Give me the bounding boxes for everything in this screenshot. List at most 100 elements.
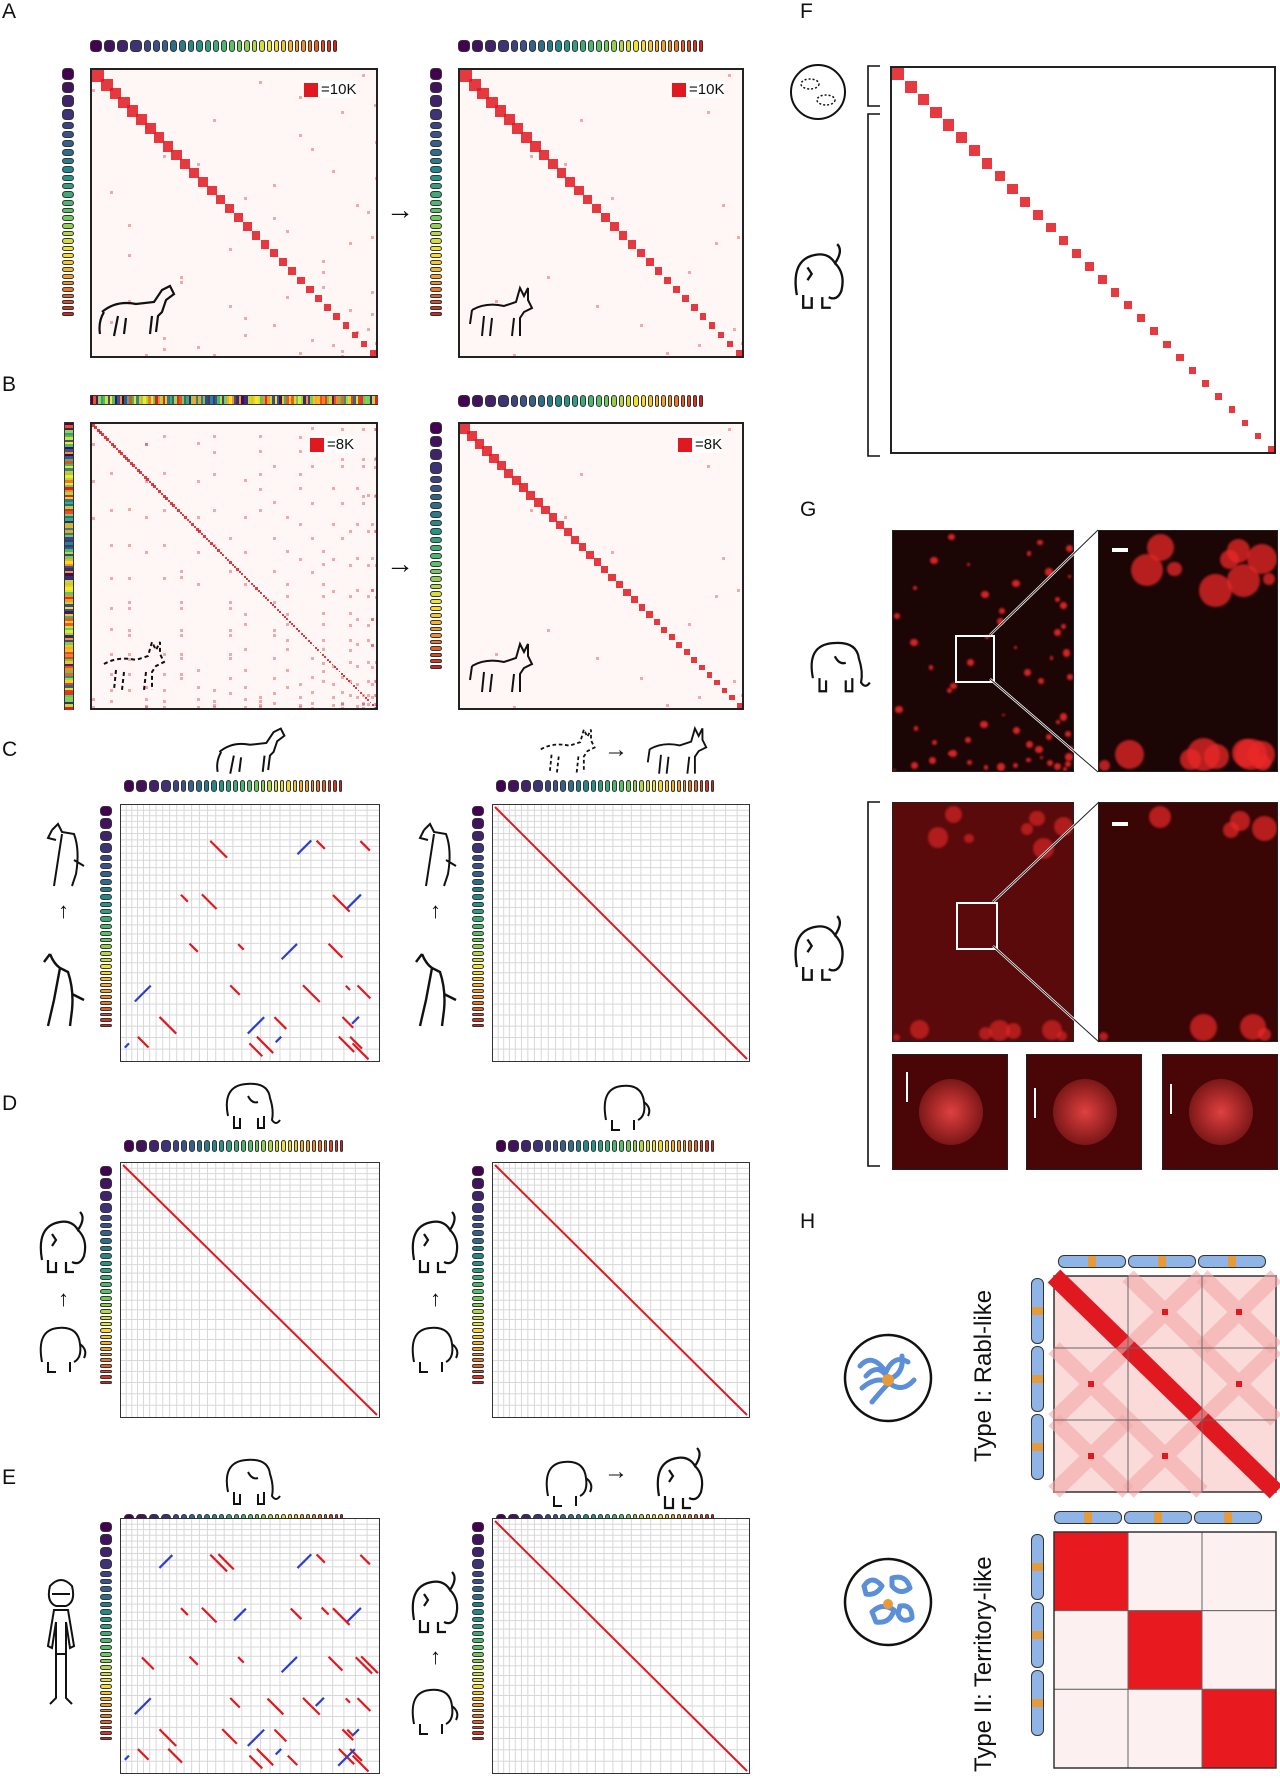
- synteny-block: [201, 1606, 218, 1624]
- chromosome-segment: [100, 1651, 112, 1657]
- scaffold-stripe: [65, 470, 73, 474]
- scaffold-stripe: [341, 396, 345, 404]
- chromosome-segment: [590, 780, 596, 792]
- fluorescent-cell: [1061, 624, 1067, 630]
- scaffold-stripe: [205, 396, 209, 404]
- contact-block: [676, 641, 683, 648]
- scaffold-stripe: [65, 582, 73, 586]
- contact-noise: [373, 103, 376, 107]
- chromosome-segment: [100, 863, 112, 870]
- synteny-block: [124, 1042, 130, 1049]
- contact-noise: [367, 638, 371, 642]
- contact-noise: [273, 691, 277, 695]
- scaffold-stripe: [65, 446, 73, 451]
- contact-noise: [698, 696, 702, 700]
- synteny-block: [237, 1656, 245, 1664]
- micrograph-nucleus-3: [1162, 1054, 1278, 1170]
- chromosome-segment: [430, 536, 442, 543]
- chromosome-segment: [693, 40, 698, 52]
- scaffold-stripe: [198, 396, 202, 404]
- scaffold-stripe: [65, 587, 73, 591]
- scaffold-stripe: [231, 396, 235, 404]
- contact-block: [269, 601, 272, 604]
- contact-noise: [331, 487, 335, 491]
- chromosome-segment: [680, 395, 686, 407]
- chromosome-segment: [472, 923, 484, 929]
- chromosome-segment: [62, 68, 74, 80]
- contact-noise: [733, 327, 737, 331]
- contact-noise: [244, 623, 248, 627]
- chromosome-segment: [555, 40, 562, 52]
- scaffold-stripe: [65, 611, 73, 615]
- contact-noise: [109, 672, 113, 676]
- contact-noise: [370, 643, 374, 647]
- chromosome-segment: [100, 1684, 112, 1689]
- contact-block: [291, 623, 294, 626]
- contact-noise: [707, 111, 711, 115]
- contact-block: [181, 513, 185, 517]
- scaffold-stripe: [65, 706, 73, 710]
- chromosome-segment: [626, 40, 632, 52]
- contact-noise: [310, 570, 314, 574]
- chromosome-segment: [496, 1140, 507, 1152]
- contact-block: [198, 530, 201, 533]
- contact-noise: [162, 336, 166, 340]
- contact-block: [122, 454, 126, 458]
- contact-noise: [244, 333, 248, 337]
- zoom-box: [955, 635, 995, 683]
- chromosome-segment: [472, 1570, 484, 1577]
- contact-noise: [258, 355, 262, 356]
- contact-noise: [331, 169, 335, 173]
- scaffold-stripe: [65, 642, 73, 646]
- fluorescent-cell: [989, 1020, 1011, 1041]
- fluorescent-cell: [1190, 1014, 1218, 1041]
- chromosome-segment: [100, 1023, 112, 1027]
- cell-icon: [790, 64, 846, 120]
- contact-noise: [145, 442, 149, 446]
- synteny-block: [351, 1016, 360, 1025]
- chromosome-segment: [100, 806, 112, 817]
- scaffold-stripe: [245, 396, 250, 404]
- contact-noise: [179, 676, 183, 680]
- contact-noise: [258, 81, 262, 85]
- contact-block: [717, 331, 725, 338]
- centromere-contact: [1236, 1309, 1242, 1315]
- chromosome-segment: [472, 1018, 484, 1022]
- contact-block: [563, 528, 572, 537]
- contact-noise: [348, 242, 352, 246]
- chromosome-segment: [100, 1190, 112, 1201]
- chromosome-segment: [538, 40, 545, 52]
- scaffold-stripe: [65, 644, 73, 648]
- scaffold-stripe: [65, 501, 73, 505]
- scaffold-stripe: [65, 549, 73, 553]
- contact-block: [207, 185, 217, 196]
- chromosome-segment: [220, 40, 227, 52]
- contact-noise: [162, 347, 166, 351]
- chromosome-segment: [211, 780, 217, 792]
- scaffold-stripe: [65, 630, 73, 634]
- contact-noise: [127, 606, 131, 610]
- micrograph-elephant-zoom: [1098, 530, 1278, 772]
- chromosome-bar-side: [472, 1166, 484, 1416]
- chromosome-bar-top: [458, 40, 744, 52]
- chromosome-segment: [100, 1178, 112, 1189]
- chromosome-segment: [472, 863, 484, 870]
- contact-noise: [162, 155, 166, 159]
- contact-noise: [92, 480, 96, 484]
- territory-block: [1127, 1610, 1203, 1690]
- chromosome-segment: [62, 108, 74, 120]
- nucleus-glow: [1189, 1079, 1253, 1145]
- contact-noise: [340, 111, 344, 115]
- chromosome-segment: [430, 148, 442, 156]
- contact-block: [583, 194, 593, 205]
- scaffold-stripe: [162, 396, 166, 404]
- contact-block: [608, 573, 616, 581]
- synteny-dotplot: [120, 1162, 380, 1418]
- scaffold-stripe: [238, 396, 242, 404]
- scaffold-stripe: [152, 396, 157, 404]
- chromosome-segment: [532, 780, 543, 792]
- contact-noise: [145, 551, 149, 555]
- scale-legend-text: =10K: [689, 81, 725, 98]
- chromosome-segment: [472, 1601, 484, 1608]
- fluorescent-cell: [928, 665, 934, 670]
